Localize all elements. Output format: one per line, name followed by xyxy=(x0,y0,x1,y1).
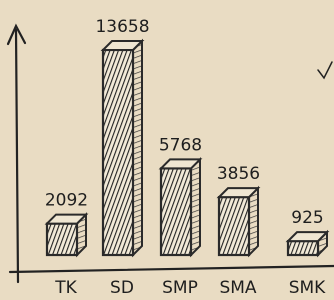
bar-side xyxy=(191,159,200,255)
page: 2092TK13658SD5768SMP3856SMA925SMK (() =>… xyxy=(0,0,334,300)
value-label: 3856 xyxy=(217,164,260,184)
bar-side xyxy=(133,41,142,255)
bar xyxy=(288,241,318,255)
value-label: 2092 xyxy=(45,191,88,211)
value-label: 925 xyxy=(291,208,323,228)
bar-side xyxy=(249,188,258,255)
x-tick-label: SMP xyxy=(162,278,198,298)
value-label: 5768 xyxy=(159,135,202,155)
bar xyxy=(161,168,191,255)
chart: 2092 TK 13658 SD 5768 SMP 3856 SMA 925 SMK xyxy=(0,0,334,300)
x-tick-label: SD xyxy=(110,278,134,298)
value-label: 13658 xyxy=(95,17,149,37)
bar xyxy=(103,50,133,255)
x-tick-label: SMK xyxy=(289,278,326,298)
x-tick-label: SMA xyxy=(219,278,256,298)
x-tick-label: TK xyxy=(54,278,77,298)
bar xyxy=(47,224,77,255)
bar xyxy=(219,197,249,255)
